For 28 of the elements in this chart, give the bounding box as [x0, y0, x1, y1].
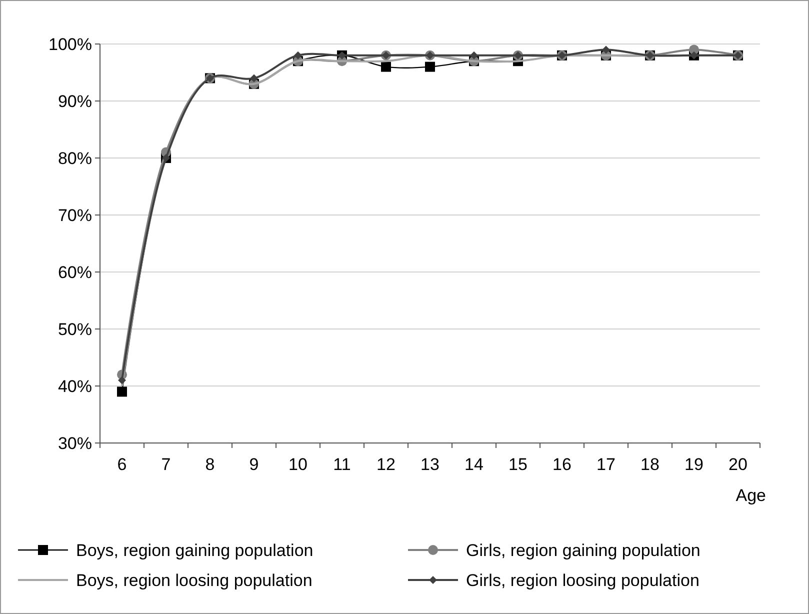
x-tick-label: 13 — [420, 455, 440, 474]
x-tick-label: 7 — [161, 455, 171, 474]
legend-label: Boys, region loosing population — [76, 570, 312, 590]
legend-label: Boys, region gaining population — [76, 540, 314, 560]
y-tick-label: 90% — [58, 92, 92, 111]
x-tick-label: 6 — [117, 455, 127, 474]
x-axis-title: Age — [736, 486, 766, 505]
x-tick-label: 15 — [508, 455, 528, 474]
x-tick-label: 14 — [464, 455, 484, 474]
x-tick-label: 20 — [728, 455, 748, 474]
y-tick-label: 50% — [58, 320, 92, 339]
x-tick-label: 10 — [288, 455, 308, 474]
y-tick-label: 60% — [58, 262, 92, 282]
y-tick-label: 40% — [58, 376, 92, 396]
y-tick-label: 80% — [58, 148, 92, 168]
x-tick-label: 18 — [640, 455, 660, 474]
x-tick-label: 9 — [249, 455, 259, 474]
x-tick-label: 16 — [552, 455, 572, 474]
x-tick-label: 8 — [205, 455, 215, 474]
y-tick-label: 70% — [58, 206, 92, 225]
legend-label: Girls, region gaining population — [466, 540, 700, 560]
x-tick-label: 12 — [376, 455, 396, 474]
x-tick-label: 19 — [684, 455, 704, 474]
x-tick-label: 17 — [596, 455, 616, 474]
y-tick-label: 100% — [48, 34, 92, 54]
legend-label: Girls, region loosing population — [466, 570, 700, 590]
y-tick-label: 30% — [58, 434, 92, 453]
x-tick-label: 11 — [333, 455, 351, 474]
